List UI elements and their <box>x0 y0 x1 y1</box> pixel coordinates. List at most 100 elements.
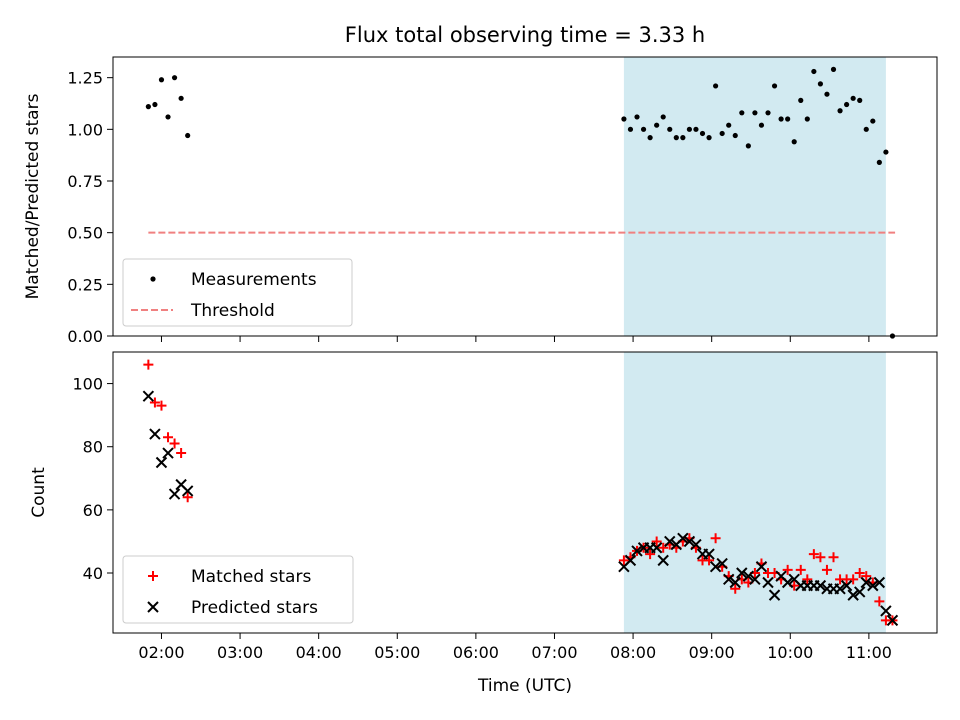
x-tick-label: 08:00 <box>610 643 656 662</box>
data-point <box>680 135 686 141</box>
data-point <box>808 549 819 560</box>
data-point <box>817 81 824 87</box>
data-point <box>861 571 872 582</box>
data-point <box>673 135 679 141</box>
data-point <box>742 570 755 582</box>
data-point <box>654 122 660 128</box>
x-tick-label: 11:00 <box>846 643 892 662</box>
data-point <box>677 532 689 544</box>
data-point <box>847 589 859 601</box>
y-tick-label: 0.50 <box>67 224 103 243</box>
data-point <box>762 576 774 589</box>
y-tick-label: 1.00 <box>67 120 103 139</box>
data-point <box>156 400 167 411</box>
x-tick-label: 03:00 <box>217 643 263 662</box>
plot-frame <box>112 351 938 634</box>
legend: Matched stars Predicted stars <box>122 555 354 624</box>
data-point <box>883 149 889 155</box>
data-point <box>185 132 191 139</box>
data-point <box>854 586 866 598</box>
data-point <box>634 114 640 120</box>
legend-label: Predicted stars <box>191 598 318 618</box>
data-point <box>640 126 647 132</box>
data-point <box>771 83 778 89</box>
y-tick-label: 100 <box>72 375 103 394</box>
data-point <box>854 568 865 579</box>
data-point <box>765 110 771 116</box>
y-tick-label: 60 <box>83 501 103 520</box>
data-point <box>857 97 863 103</box>
data-point <box>710 533 721 544</box>
plot-frame <box>112 56 938 337</box>
data-point <box>867 579 879 592</box>
data-point <box>886 614 899 627</box>
data-point <box>703 548 715 560</box>
data-point <box>732 132 738 139</box>
data-point <box>758 122 765 128</box>
data-point <box>815 552 826 563</box>
data-point <box>155 456 168 469</box>
data-point <box>181 485 194 497</box>
data-point <box>830 66 837 72</box>
data-point <box>176 448 187 459</box>
y-tick-label: 40 <box>83 564 103 583</box>
data-point <box>824 91 830 97</box>
x-tick-label: 04:00 <box>296 643 342 662</box>
data-point <box>828 552 839 563</box>
data-point <box>149 428 161 440</box>
data-point <box>778 116 784 122</box>
data-point <box>752 110 758 116</box>
data-point <box>863 126 869 132</box>
data-point <box>645 549 656 560</box>
legend-box <box>122 258 353 327</box>
x-tick-label: 02:00 <box>138 643 184 662</box>
x-axis-label: Time (UTC) <box>477 676 572 696</box>
legend-label: Matched stars <box>191 567 311 587</box>
data-point <box>802 574 813 585</box>
data-point <box>667 126 673 132</box>
data-point <box>860 576 872 589</box>
data-point <box>880 605 892 617</box>
data-point <box>699 130 706 137</box>
highlight-span <box>623 57 886 336</box>
data-point <box>145 104 151 110</box>
data-point <box>821 564 832 575</box>
data-point <box>850 95 856 101</box>
data-point <box>785 116 791 122</box>
data-point <box>618 555 629 566</box>
data-point <box>814 579 827 592</box>
data-point <box>168 488 181 500</box>
data-point <box>736 567 748 579</box>
chart-title: Flux total observing time = 3.33 h <box>345 23 705 47</box>
data-point <box>143 359 154 370</box>
data-point <box>169 438 180 449</box>
data-point <box>162 447 174 459</box>
data-point <box>182 492 193 503</box>
y-tick-label: 80 <box>83 438 103 457</box>
data-point <box>683 535 696 548</box>
data-point <box>690 538 702 551</box>
data-point <box>755 560 768 573</box>
data-point <box>848 574 859 585</box>
data-point <box>798 97 804 103</box>
data-point <box>834 583 846 595</box>
data-point <box>782 564 793 575</box>
series-predicted-stars <box>142 390 899 627</box>
y-tick-label: 0.25 <box>67 275 103 294</box>
panel-count: 40 60 80 100 02:00 03:00 04:00 05:00 06:00 07:00 0… <box>72 351 938 662</box>
data-point <box>811 68 817 75</box>
x-tick-label: 07:00 <box>531 643 577 662</box>
data-point <box>706 135 712 141</box>
legend-label: Threshold <box>190 301 275 321</box>
data-point <box>704 555 715 566</box>
data-point <box>726 122 732 128</box>
data-point <box>660 114 666 120</box>
data-point <box>647 135 653 141</box>
data-point <box>719 130 725 137</box>
data-point <box>631 545 643 557</box>
data-point <box>178 95 184 101</box>
highlight-span <box>623 352 886 633</box>
data-point <box>713 83 719 89</box>
x-tick-label: 09:00 <box>689 643 735 662</box>
